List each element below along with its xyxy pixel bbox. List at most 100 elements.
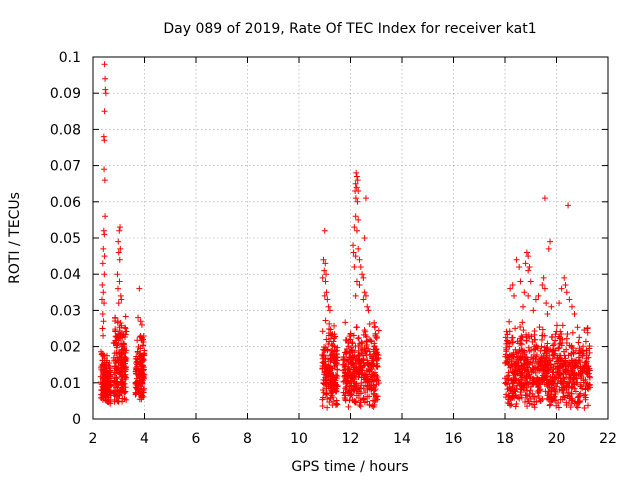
data-point: [503, 346, 510, 353]
data-point: [100, 227, 107, 234]
data-point: [574, 324, 581, 331]
data-point: [502, 375, 509, 382]
data-point: [513, 256, 520, 263]
data-point: [101, 108, 108, 115]
data-point: [99, 260, 106, 267]
data-point: [365, 375, 372, 382]
data-point: [576, 334, 583, 341]
data-point: [565, 400, 572, 407]
data-point: [515, 356, 522, 363]
data-point: [516, 346, 523, 353]
data-point: [551, 352, 558, 359]
data-point: [116, 227, 123, 234]
data-point: [117, 320, 124, 327]
data-point: [586, 345, 593, 352]
data-point: [509, 339, 516, 346]
data-point: [371, 319, 378, 326]
data-point: [112, 337, 119, 344]
data-point: [505, 396, 512, 403]
data-point: [119, 360, 126, 367]
data-point: [97, 379, 104, 386]
data-point: [586, 374, 593, 381]
data-point: [553, 374, 560, 381]
data-point: [357, 390, 364, 397]
data-point: [577, 359, 584, 366]
data-point: [524, 387, 531, 394]
data-point: [328, 357, 335, 364]
data-point: [368, 381, 375, 388]
data-point: [320, 379, 327, 386]
data-point: [572, 347, 579, 354]
data-point: [356, 371, 363, 378]
data-point: [357, 263, 364, 270]
data-point: [534, 381, 541, 388]
data-point: [101, 377, 108, 384]
data-point: [581, 327, 588, 334]
data-point: [525, 398, 532, 405]
data-point: [343, 378, 350, 385]
data-point: [366, 320, 373, 327]
data-point: [118, 296, 125, 303]
data-point: [323, 289, 330, 296]
data-point: [326, 399, 333, 406]
data-point: [320, 256, 327, 263]
data-point: [566, 342, 573, 349]
data-point: [327, 326, 334, 333]
data-point: [320, 360, 327, 367]
data-point: [527, 387, 534, 394]
data-point: [519, 382, 526, 389]
data-point: [136, 285, 143, 292]
data-point: [559, 396, 566, 403]
data-point: [356, 401, 363, 408]
data-point: [101, 61, 108, 68]
data-point: [580, 343, 587, 350]
data-point: [512, 371, 519, 378]
data-point: [567, 375, 574, 382]
data-point: [350, 249, 357, 256]
y-tick-label: 0.08: [50, 122, 81, 138]
data-point: [334, 344, 341, 351]
x-tick-label: 18: [496, 431, 514, 447]
data-point: [511, 292, 518, 299]
data-point: [140, 393, 147, 400]
y-tick-label: 0: [72, 412, 81, 428]
data-point: [575, 339, 582, 346]
data-point: [506, 385, 513, 392]
data-point: [547, 238, 554, 245]
data-point: [115, 337, 122, 344]
data-point: [347, 374, 354, 381]
data-point: [324, 404, 331, 411]
data-point: [113, 359, 120, 366]
data-point: [104, 373, 111, 380]
y-tick-label: 0.04: [50, 267, 81, 283]
data-point: [512, 361, 519, 368]
data-point: [563, 289, 570, 296]
data-point: [565, 362, 572, 369]
data-point: [115, 249, 122, 256]
data-point: [505, 372, 512, 379]
data-point: [548, 303, 555, 310]
data-point: [563, 374, 570, 381]
data-point: [556, 370, 563, 377]
data-point: [101, 253, 108, 260]
data-point: [516, 367, 523, 374]
data-point: [372, 323, 379, 330]
data-point: [565, 378, 572, 385]
data-point: [506, 318, 513, 325]
data-point: [562, 355, 569, 362]
data-point: [331, 322, 338, 329]
data-point: [371, 340, 378, 347]
data-point: [522, 260, 529, 267]
data-point: [520, 303, 527, 310]
data-point: [541, 195, 548, 202]
data-point: [349, 340, 356, 347]
data-point: [561, 274, 568, 281]
data-point: [133, 359, 140, 366]
data-point: [325, 330, 332, 337]
data-point: [324, 396, 331, 403]
data-point: [524, 361, 531, 368]
data-point: [504, 337, 511, 344]
data-point: [333, 354, 340, 361]
data-point: [568, 397, 575, 404]
data-point: [517, 335, 524, 342]
